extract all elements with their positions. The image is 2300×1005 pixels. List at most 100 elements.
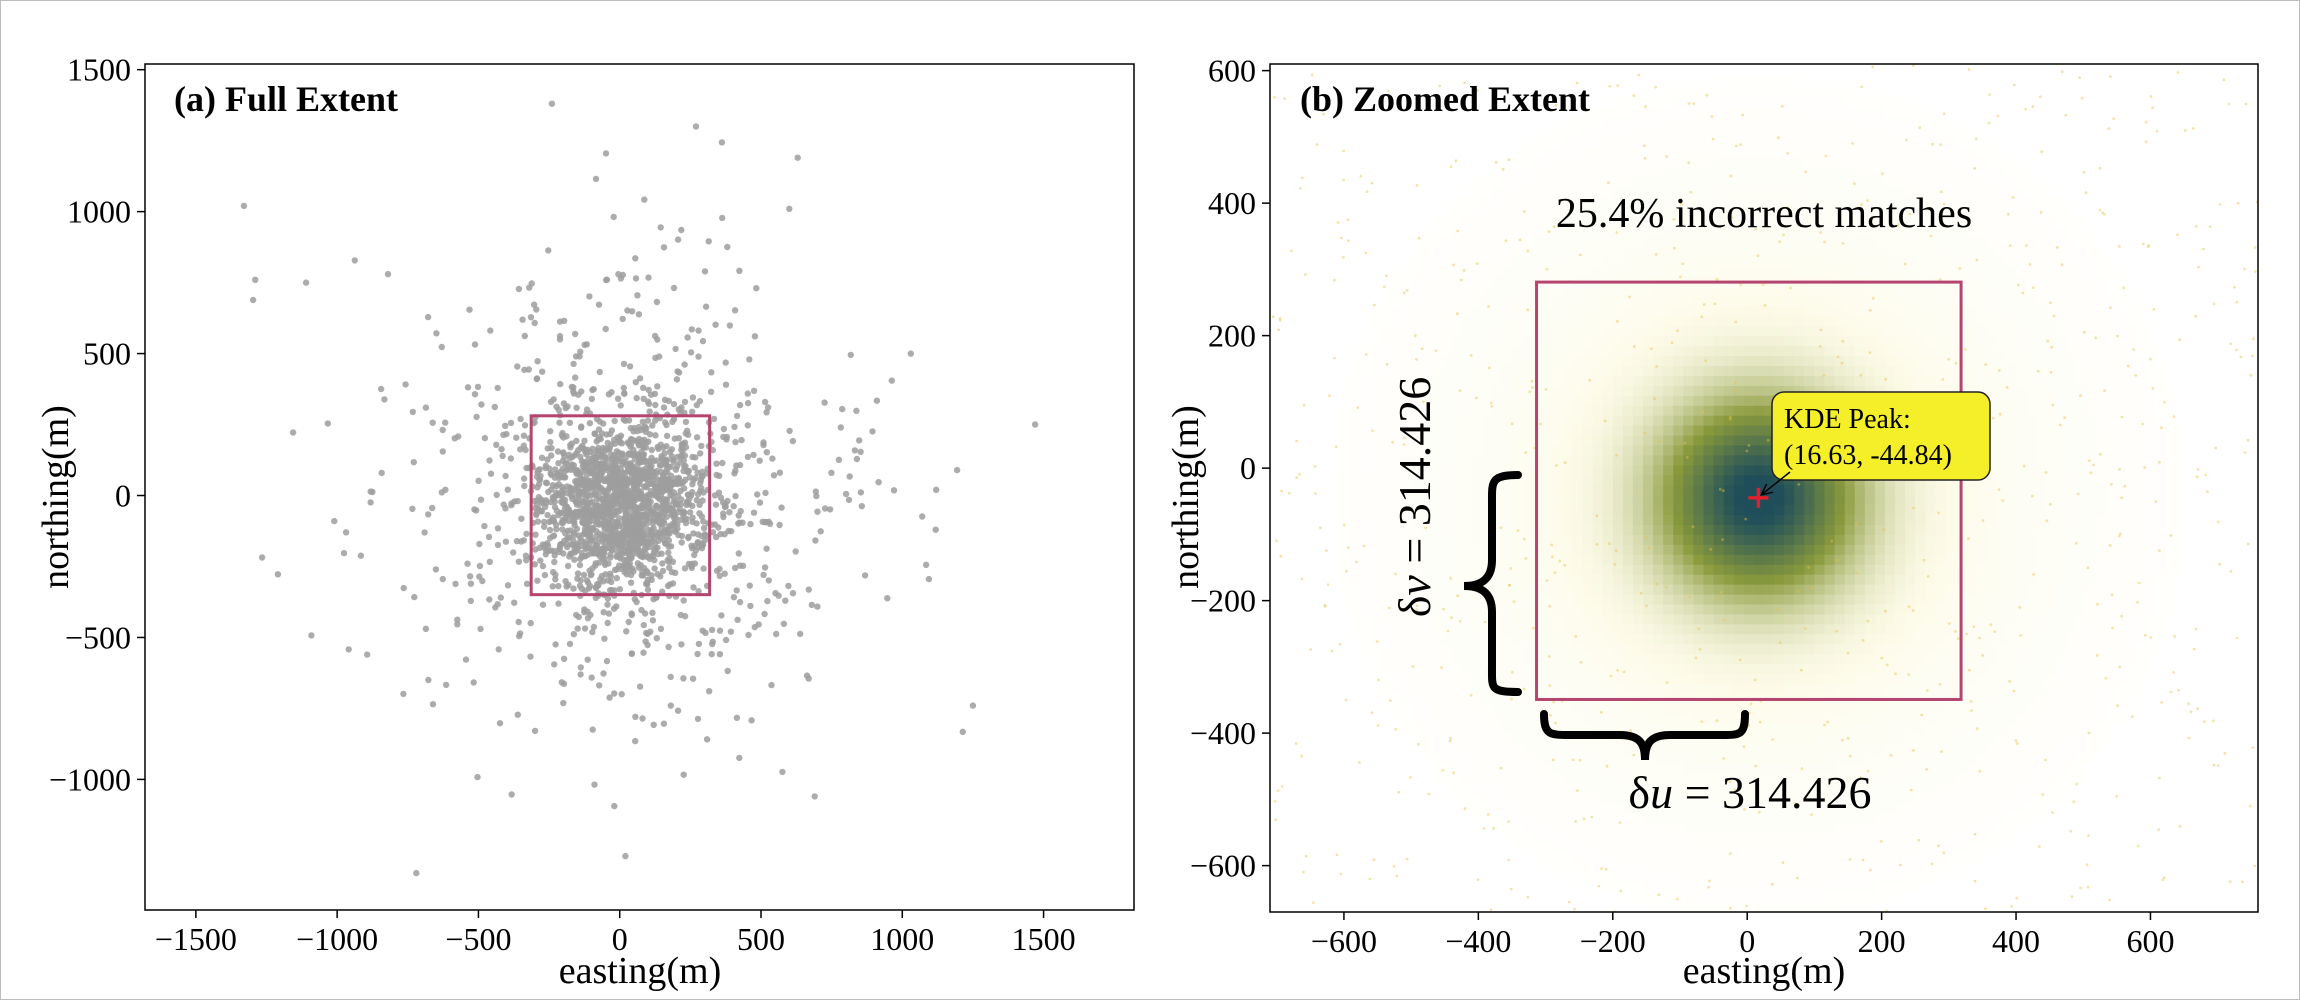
density-cell <box>1431 246 1442 257</box>
density-cell <box>1572 534 1583 545</box>
density-cell <box>1502 405 1513 416</box>
density-cell <box>1462 256 1473 267</box>
density-cell <box>1371 524 1382 535</box>
scatter-point <box>875 479 881 485</box>
density-cell <box>1391 296 1402 307</box>
density-cell <box>1714 87 1725 98</box>
density-cell <box>1683 385 1694 396</box>
density-cell <box>1633 336 1644 347</box>
density-cell <box>1734 594 1745 605</box>
density-cell <box>1492 803 1503 814</box>
density-cell <box>1643 564 1654 575</box>
scatter-point <box>669 419 675 425</box>
density-cell <box>1623 534 1634 545</box>
density-cell <box>1744 574 1755 585</box>
density-cell <box>1613 793 1624 804</box>
density-cell <box>1411 296 1422 307</box>
density-cell <box>1361 574 1372 585</box>
density-cell <box>1502 574 1513 585</box>
density-cell <box>1603 495 1614 506</box>
density-cell <box>1522 515 1533 526</box>
density-cell <box>1623 475 1634 486</box>
scatter-point <box>650 511 656 517</box>
density-cell <box>1683 495 1694 506</box>
scatter-point <box>640 443 646 449</box>
density-cell <box>1593 455 1604 466</box>
density-cell <box>1472 226 1483 237</box>
density-cell <box>1482 266 1493 277</box>
density-cell <box>1734 356 1745 367</box>
density-cell <box>1724 465 1735 476</box>
density-cell <box>1572 495 1583 506</box>
scatter-point <box>517 416 523 422</box>
density-cell <box>1673 346 1684 357</box>
density-cell <box>1512 674 1523 685</box>
density-cell <box>1613 574 1624 585</box>
density-cell <box>1663 177 1674 188</box>
density-cell <box>1492 425 1503 436</box>
density-cell <box>1482 326 1493 337</box>
density-cell <box>1452 564 1463 575</box>
scatter-point <box>565 582 571 588</box>
density-cell <box>1633 127 1644 137</box>
density-cell <box>1673 465 1684 476</box>
density-cell <box>1572 356 1583 367</box>
density-cell <box>1552 624 1563 635</box>
scatter-point <box>596 682 602 688</box>
density-cell <box>1704 336 1715 347</box>
density-cell <box>1704 236 1715 247</box>
density-cell <box>1734 385 1745 396</box>
density-cell <box>1583 336 1594 347</box>
density-cell <box>1512 296 1523 307</box>
density-cell <box>1441 693 1452 704</box>
density-cell <box>1532 753 1543 764</box>
density-cell <box>1391 693 1402 704</box>
density-cell <box>1663 375 1674 386</box>
density-cell <box>1593 753 1604 764</box>
density-cell <box>1351 534 1362 545</box>
density-cell <box>1724 534 1735 545</box>
density-cell <box>1714 167 1725 178</box>
scatter-point <box>423 626 429 632</box>
scatter-point <box>670 507 676 513</box>
density-cell <box>1522 723 1533 734</box>
density-cell <box>1411 693 1422 704</box>
scatter-point <box>589 674 595 680</box>
density-cell <box>1462 246 1473 257</box>
density-cell <box>1683 594 1694 605</box>
density-cell <box>1411 256 1422 267</box>
density-cell <box>1482 167 1493 178</box>
density-cell <box>1462 465 1473 476</box>
density-cell <box>1613 336 1624 347</box>
density-cell <box>1331 415 1342 426</box>
density-cell <box>1391 664 1402 675</box>
density-cell <box>1744 455 1755 466</box>
scatter-point <box>577 671 583 677</box>
density-cell <box>1452 753 1463 764</box>
scatter-point <box>717 628 723 634</box>
y-axis-label-a: northing(m) <box>35 405 77 589</box>
density-cell <box>1562 783 1573 794</box>
density-cell <box>1552 505 1563 515</box>
density-cell <box>1552 703 1563 714</box>
scatter-point <box>610 496 616 502</box>
density-cell <box>1462 624 1473 635</box>
density-cell <box>1522 654 1533 665</box>
scatter-point <box>610 462 616 468</box>
density-cell <box>1653 544 1664 555</box>
density-cell <box>1623 236 1634 247</box>
density-cell <box>1371 346 1382 357</box>
density-cell <box>1452 485 1463 496</box>
density-cell <box>1371 415 1382 426</box>
density-cell <box>1502 495 1513 506</box>
density-cell <box>1623 356 1634 367</box>
density-cell <box>1633 723 1644 734</box>
scatter-point <box>754 491 760 497</box>
density-cell <box>1683 296 1694 307</box>
density-cell <box>1613 137 1624 148</box>
density-cell <box>1653 505 1664 515</box>
density-cell <box>1643 882 1654 893</box>
